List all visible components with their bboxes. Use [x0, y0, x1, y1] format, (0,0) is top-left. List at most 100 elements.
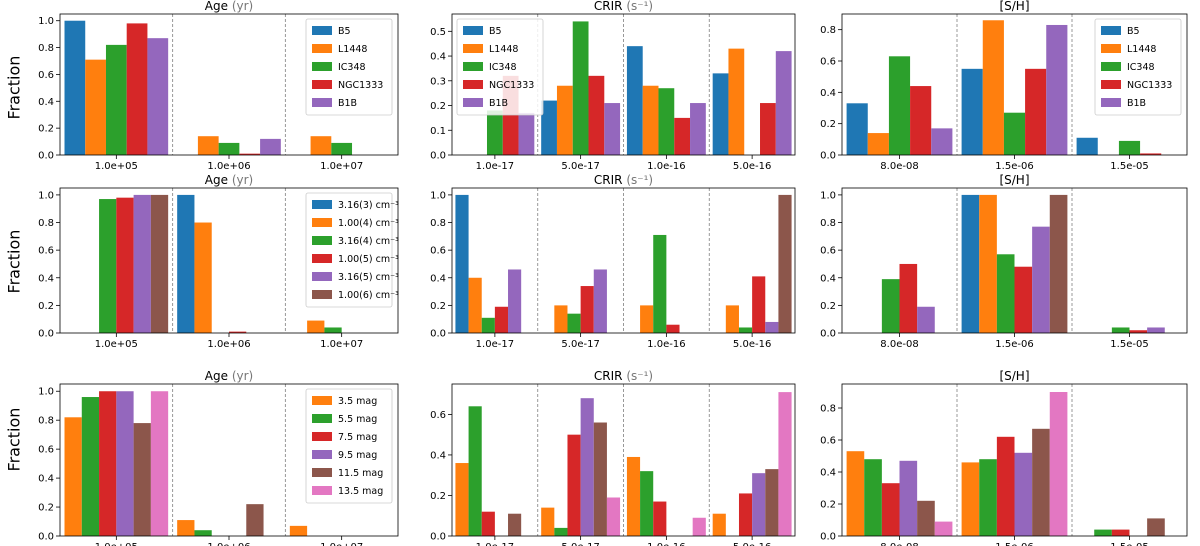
- bar-r1-crir-orange-3: [728, 48, 745, 156]
- bar-r2-sh-green-2: [1111, 327, 1130, 333]
- legend-swatch-orange: [312, 44, 332, 53]
- chart-r2-crir: 0.0 0.2 0.4 0.6 0.8 1.0 1.0e-17 5.0e-17 1.0e-16 5…: [430, 173, 796, 350]
- chart-r2-sh: 0.0 0.2 0.4 0.6 0.8 1.0 8.0e-08 1.5e-06 1.5e-05 […: [820, 173, 1188, 350]
- legend-swatch-orange: [312, 218, 332, 227]
- x-tick-label: 1.0e+06: [207, 542, 250, 546]
- legend-swatch-blue: [1101, 26, 1121, 35]
- bar-r2-age-orange-2: [307, 320, 325, 333]
- bar-r2-crir-purple-0: [508, 269, 522, 333]
- bar-r3-crir-orange-1: [541, 507, 555, 536]
- chart-title: Age (yr): [205, 0, 253, 13]
- bar-r3-sh-green-0: [864, 459, 882, 536]
- legend-swatch-orange: [312, 396, 332, 405]
- legend-box: [305, 18, 393, 116]
- legend-swatch-red: [463, 80, 483, 89]
- bar-r3-crir-orange-2: [626, 456, 641, 536]
- bar-r2-sh-blue-1: [961, 194, 980, 333]
- bar-r3-sh-brown-0: [917, 500, 935, 536]
- axes-frame: [451, 187, 796, 334]
- legend-swatch-red: [312, 432, 332, 441]
- x-tick-label: 5.0e-17: [561, 339, 599, 350]
- y-tick-label: 0.4: [820, 273, 836, 284]
- chart-r1-crir: 0.0 0.1 0.2 0.3 0.4 0.5 1.0e-17 5.0e-17 1.0e-16 5…: [430, 0, 796, 172]
- legend-swatch-purple: [1101, 98, 1121, 107]
- bar-r3-crir-brown-0: [508, 513, 522, 536]
- legend-label: NGC1333: [489, 80, 534, 91]
- bar-r3-crir-red-3: [738, 493, 753, 536]
- legend-label: IC348: [489, 62, 517, 73]
- bar-r3-age-orange-0: [64, 417, 82, 536]
- legend-swatch-red: [1101, 80, 1121, 89]
- legend-label: B5: [1127, 26, 1140, 37]
- legend-swatch-red: [312, 254, 332, 263]
- bar-r3-age-purple-0: [116, 391, 134, 536]
- y-tick-label: 0.8: [820, 218, 836, 229]
- x-tick-label: 8.0e-08: [880, 161, 918, 172]
- y-tick-label: 0.2: [430, 301, 446, 312]
- bar-r3-crir-brown-1: [593, 422, 607, 536]
- legend-swatch-green: [312, 414, 332, 423]
- chart-title: [S/H]: [999, 0, 1029, 13]
- bar-r3-crir-green-1: [554, 527, 568, 536]
- legend-label: L1448: [338, 44, 367, 55]
- bar-r1-crir-blue-3: [712, 73, 729, 155]
- y-tick-label: 0.2: [38, 124, 54, 135]
- bar-r2-crir-orange-3: [725, 305, 739, 333]
- bar-r2-crir-blue-0: [455, 194, 469, 333]
- legend-label: 3.16(5) cm⁻³: [338, 272, 399, 283]
- y-tick-label: 0.0: [430, 329, 446, 340]
- bar-r2-sh-orange-1: [979, 194, 997, 333]
- chart-title: [S/H]: [999, 369, 1029, 383]
- bar-r3-crir-green-2: [640, 471, 654, 536]
- y-tick-label: 0.6: [820, 57, 836, 68]
- bar-r3-sh-red-1: [996, 436, 1015, 536]
- bar-r1-sh-red-2: [1140, 153, 1162, 155]
- bar-r1-sh-red-0: [910, 86, 932, 155]
- x-tick-label: 5.0e-16: [733, 161, 771, 172]
- legend-label: IC348: [1127, 62, 1155, 73]
- bar-r1-sh-blue-0: [846, 103, 868, 155]
- bar-r2-crir-brown-3: [778, 194, 792, 333]
- x-tick-label: 8.0e-08: [880, 339, 918, 350]
- bar-r1-age-blue-0: [64, 20, 86, 156]
- bar-r1-crir-blue-1: [541, 100, 557, 155]
- bar-r3-age-orange-2: [289, 525, 308, 536]
- x-tick-label: 1.0e+07: [320, 339, 363, 350]
- y-tick-label: 0.5: [430, 27, 446, 38]
- legend-label: 1.00(4) cm⁻³: [338, 218, 399, 229]
- y-tick-label: 0.6: [38, 445, 54, 456]
- x-tick-label: 1.0e+07: [320, 161, 363, 172]
- bar-r3-age-brown-0: [133, 423, 151, 536]
- bar-r1-crir-red-3: [760, 103, 776, 155]
- bar-r3-crir-pink-1: [606, 497, 621, 536]
- x-tick-label: 5.0e-16: [733, 542, 771, 546]
- bar-r3-crir-brown-3: [765, 469, 779, 536]
- legend-swatch-red: [312, 80, 332, 89]
- bar-r3-crir-pink-3: [778, 392, 792, 536]
- x-tick-label: 1.0e+06: [207, 161, 250, 172]
- bar-r3-sh-red-2: [1111, 529, 1130, 536]
- bar-r1-sh-orange-0: [867, 133, 889, 155]
- bar-r1-sh-green-1: [1003, 112, 1026, 155]
- y-tick-label: 0.2: [820, 119, 836, 130]
- bar-r3-age-brown-1: [246, 504, 264, 536]
- bar-r3-age-orange-1: [177, 520, 195, 536]
- bar-r1-sh-purple-0: [931, 128, 953, 155]
- y-tick-label: 0.4: [820, 468, 836, 479]
- y-tick-label: 0.8: [38, 43, 54, 54]
- y-tick-label: 0.8: [430, 218, 446, 229]
- legend-label: B1B: [489, 98, 508, 109]
- bar-r3-sh-green-1: [979, 459, 997, 536]
- bar-r2-crir-green-2: [653, 234, 667, 333]
- y-tick-label: 0.2: [820, 500, 836, 511]
- bar-r1-crir-purple-3: [775, 51, 792, 155]
- bar-r3-sh-pink-0: [934, 521, 953, 536]
- bar-r2-sh-red-0: [899, 263, 918, 333]
- bar-r2-crir-orange-1: [554, 305, 568, 333]
- bar-r2-crir-red-0: [494, 306, 509, 333]
- bar-r1-age-green-1: [218, 142, 240, 155]
- legend-label: 1.00(6) cm⁻³: [338, 290, 399, 301]
- bar-r1-crir-orange-1: [556, 85, 573, 155]
- bar-r3-crir-purple-1: [580, 398, 594, 536]
